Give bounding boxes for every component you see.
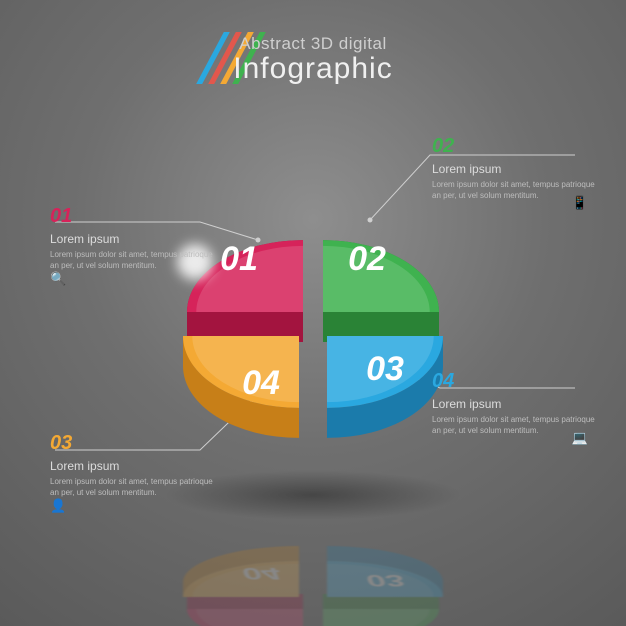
callout-label: Lorem ipsum [50, 459, 220, 473]
callout-body: Lorem ipsum dolor sit amet, tempus patri… [50, 250, 220, 272]
person-icon: 👤 [50, 498, 66, 514]
callout-body: Lorem ipsum dolor sit amet, tempus patri… [50, 477, 220, 499]
svg-text:03: 03 [366, 350, 404, 388]
phone-icon: 📱 [572, 195, 588, 211]
callout-num: 03 [50, 432, 72, 455]
pie-reflection: 01020304 [163, 527, 463, 626]
callout-04: 04 Lorem ipsum Lorem ipsum dolor sit ame… [432, 370, 602, 437]
title-block: Abstract 3D digital Infographic [233, 34, 392, 86]
callout-num: 02 [432, 135, 454, 158]
callout-num: 01 [50, 205, 72, 228]
callout-02: 02 Lorem ipsum Lorem ipsum dolor sit ame… [432, 135, 602, 202]
svg-text:03: 03 [366, 571, 404, 590]
callout-label: Lorem ipsum [432, 162, 602, 176]
infographic-stage: Abstract 3D digital Infographic 01 02 03 04… [0, 0, 626, 626]
callout-label: Lorem ipsum [50, 232, 220, 246]
callout-num: 04 [432, 370, 454, 393]
svg-text:04: 04 [242, 364, 280, 402]
callout-01: 01 Lorem ipsum Lorem ipsum dolor sit ame… [50, 205, 220, 272]
callout-label: Lorem ipsum [432, 397, 602, 411]
laptop-icon: 💻 [572, 430, 588, 446]
title-line1: Abstract 3D digital [233, 34, 392, 54]
svg-text:02: 02 [348, 240, 386, 278]
svg-text:01: 01 [220, 240, 258, 278]
magnifier-icon: 🔍 [50, 271, 66, 287]
title-line2: Infographic [233, 52, 392, 86]
svg-text:04: 04 [242, 564, 280, 583]
callout-03: 03 Lorem ipsum Lorem ipsum dolor sit ame… [50, 432, 220, 499]
